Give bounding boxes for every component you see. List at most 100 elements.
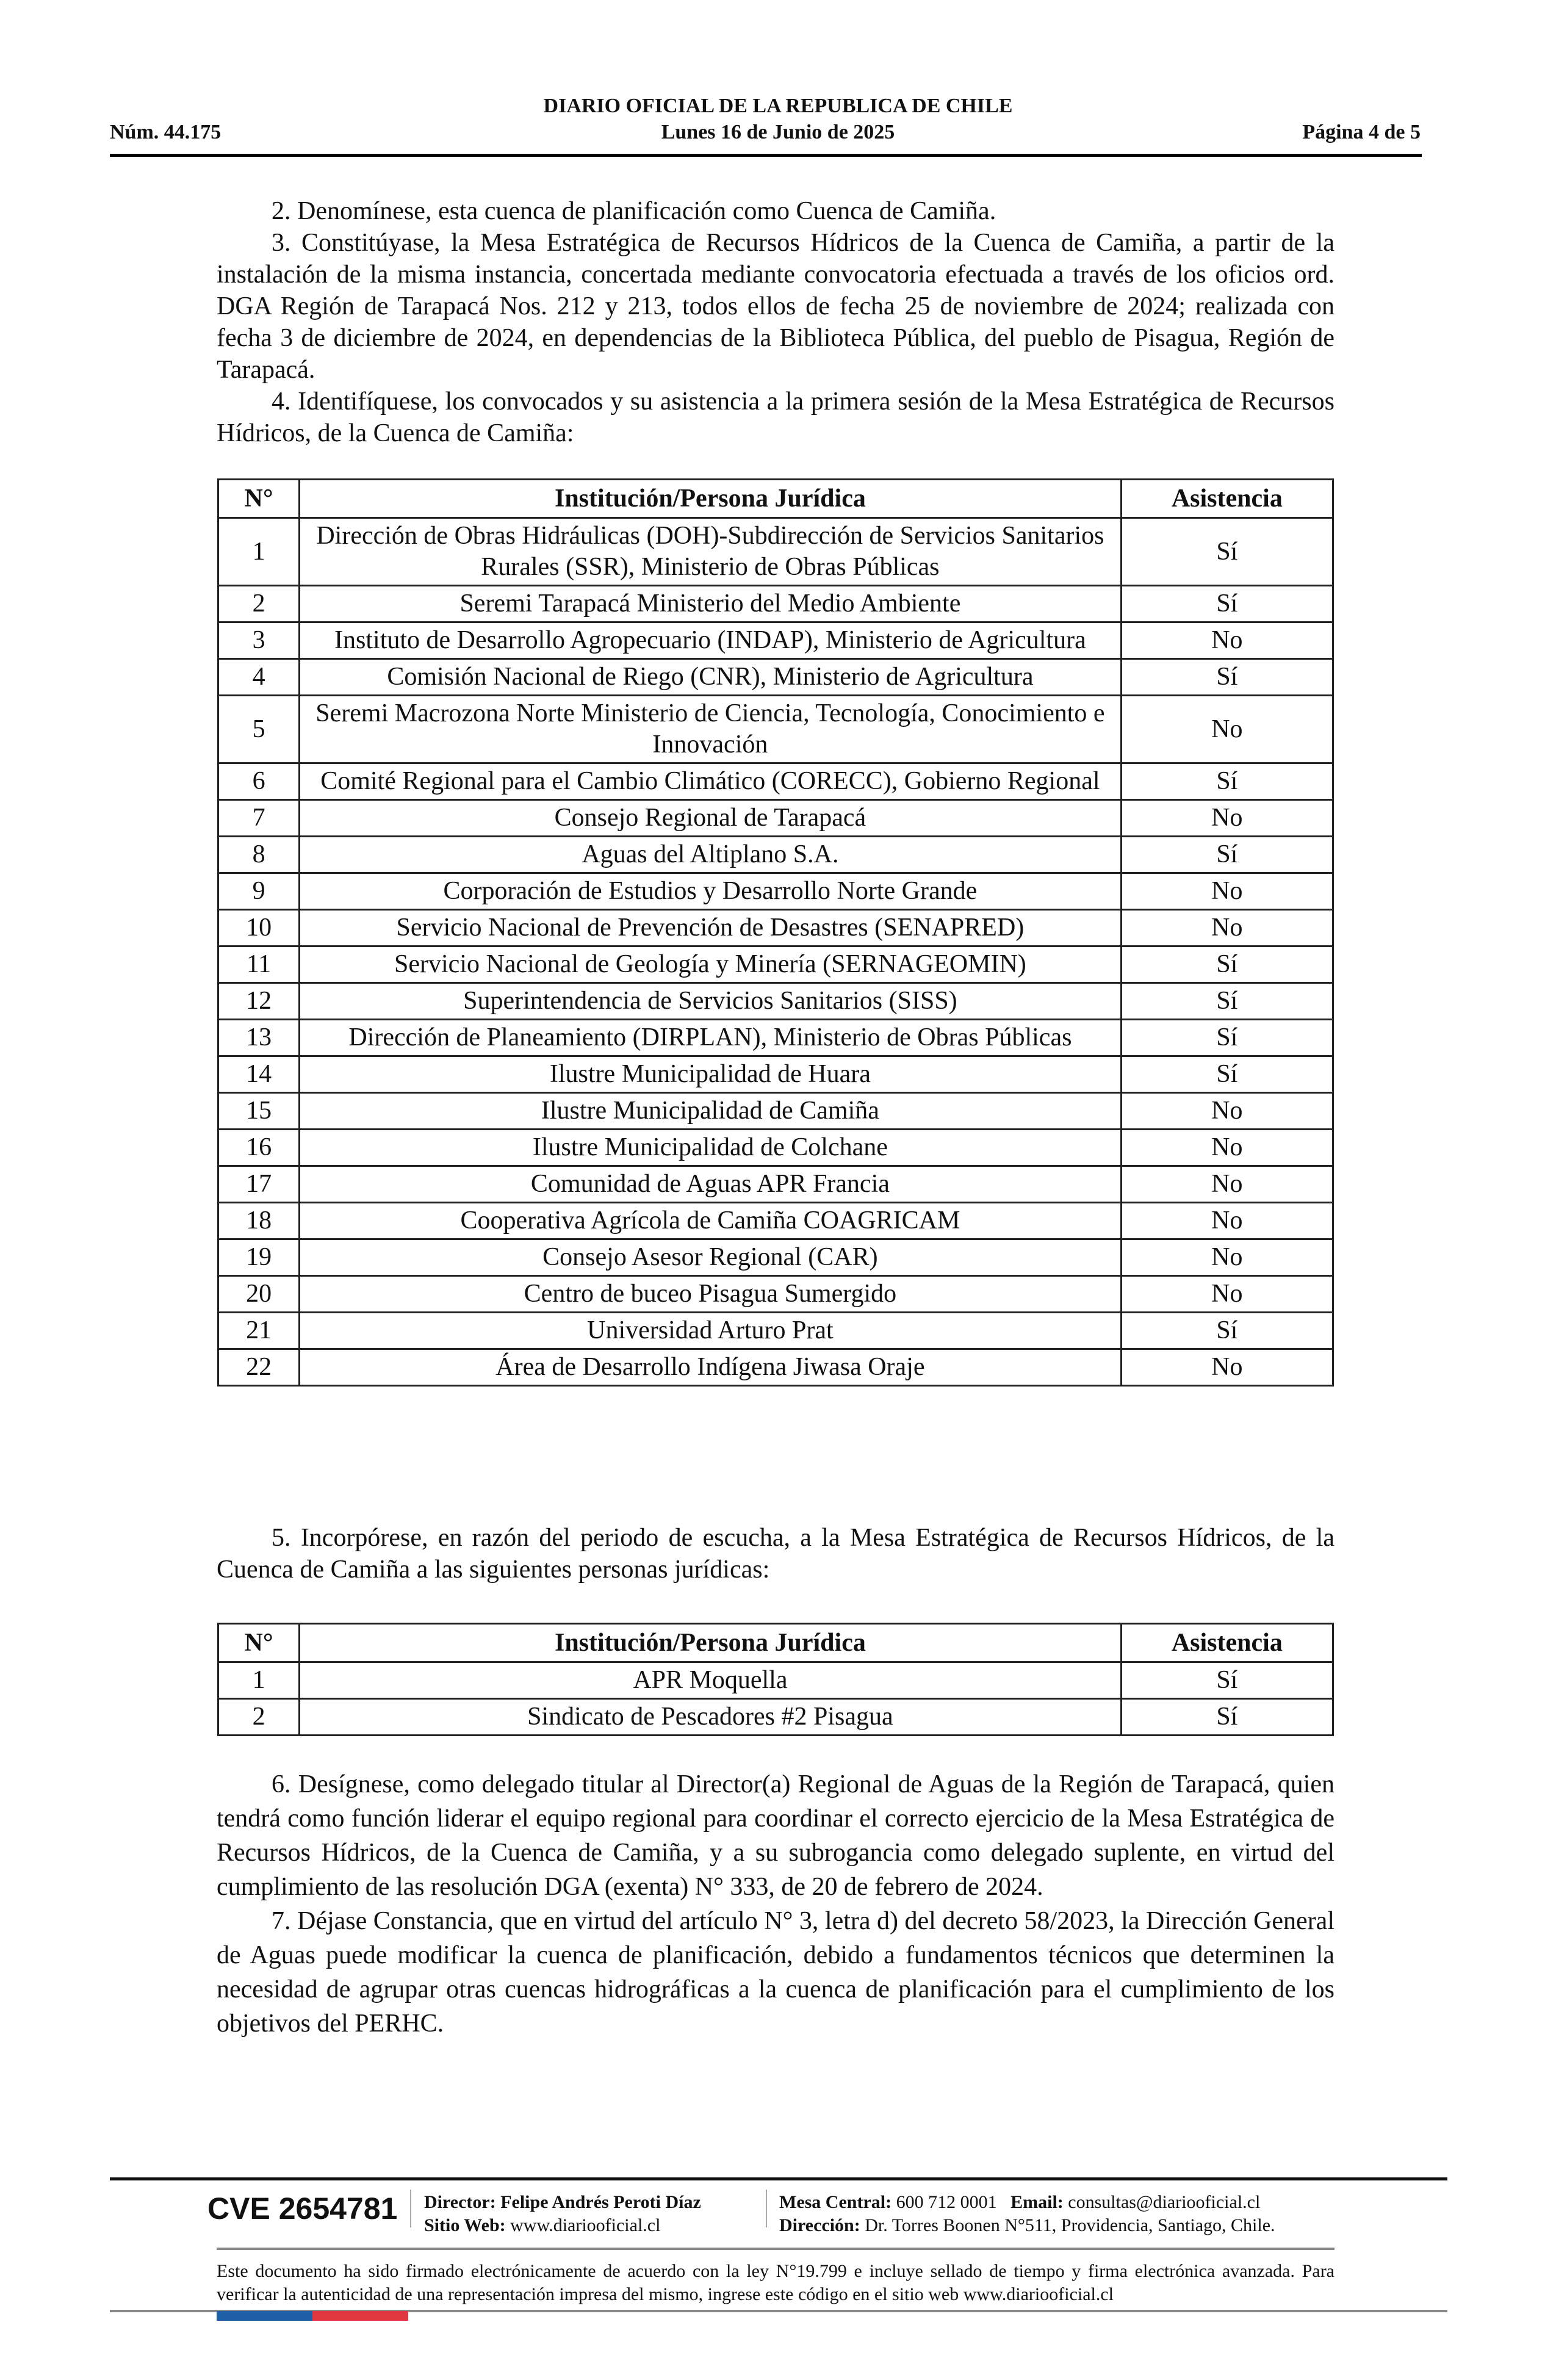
table-row: 9 Corporación de Estudios y Desarrollo No… <box>217 872 1334 911</box>
footer-inner-rule <box>217 2248 1334 2250</box>
institution-name: Ilustre Municipalidad de Huara <box>298 1055 1122 1094</box>
flag-stripe-red <box>312 2311 408 2321</box>
flag-stripe-blue <box>217 2311 312 2321</box>
cve-code: CVE 2654781 <box>207 2191 398 2226</box>
divider <box>766 2190 767 2227</box>
header-rule <box>110 154 1422 157</box>
attendance-value: Sí <box>1120 658 1334 696</box>
table-header-row: N° Institución/Persona Jurídica Asistencia <box>217 1623 1334 1663</box>
row-number: 4 <box>217 658 301 696</box>
row-number: 14 <box>217 1055 301 1094</box>
institution-name: Área de Desarrollo Indígena Jiwasa Oraje <box>298 1348 1122 1387</box>
table-row: 10 Servicio Nacional de Prevención de Des… <box>217 909 1334 947</box>
email-link[interactable]: consultas@diariooficial.cl <box>1068 2192 1261 2212</box>
institution-name: Ilustre Municipalidad de Colchane <box>298 1128 1122 1167</box>
paragraph-4: 4. Identifíquese, los convocados y su as… <box>217 388 1334 447</box>
table-row: 2 Seremi Tarapacá Ministerio del Medio Am… <box>217 585 1334 623</box>
table-row: 18 Cooperativa Agrícola de Camiña COAGRIC… <box>217 1202 1334 1240</box>
institution-name: Superintendencia de Servicios Sanitarios… <box>298 982 1122 1020</box>
institution-name: Servicio Nacional de Prevención de Desas… <box>298 909 1122 947</box>
row-number: 5 <box>217 694 301 764</box>
row-number: 11 <box>217 945 301 984</box>
director-name: Felipe Andrés Peroti Díaz <box>500 2192 701 2212</box>
table-row: 6 Comité Regional para el Cambio Climátic… <box>217 762 1334 801</box>
attendance-value: Sí <box>1120 1019 1334 1057</box>
attendance-value: No <box>1120 621 1334 660</box>
footer-rule <box>110 2177 1447 2180</box>
phone: 600 712 0001 <box>896 2192 997 2212</box>
institution-name: Seremi Macrozona Norte Ministerio de Cie… <box>298 694 1122 764</box>
institution-name: Comunidad de Aguas APR Francia <box>298 1165 1122 1203</box>
table-row: 4 Comisión Nacional de Riego (CNR), Minis… <box>217 658 1334 696</box>
row-number: 2 <box>217 1698 301 1736</box>
attendance-value: Sí <box>1120 762 1334 801</box>
address: Dr. Torres Boonen N°511, Providencia, Sa… <box>865 2215 1275 2235</box>
column-header: N° <box>217 478 301 519</box>
paragraph-2: 2. Denomínese, esta cuenca de planificac… <box>272 197 996 225</box>
institution-name: Cooperativa Agrícola de Camiña COAGRICAM <box>298 1202 1122 1240</box>
table-row: 2 Sindicato de Pescadores #2 Pisagua Sí <box>217 1698 1334 1736</box>
institution-name: Aguas del Altiplano S.A. <box>298 835 1122 874</box>
row-number: 17 <box>217 1165 301 1203</box>
attendance-table: N° Institución/Persona Jurídica Asistencia… <box>217 478 1334 1387</box>
row-number: 19 <box>217 1238 301 1277</box>
table-row: 11 Servicio Nacional de Geología y Minerí… <box>217 945 1334 984</box>
attendance-value: No <box>1120 1202 1334 1240</box>
attendance-value: Sí <box>1120 835 1334 874</box>
paragraph-5: 5. Incorpórese, en razón del periodo de … <box>217 1524 1334 1584</box>
institution-name: Corporación de Estudios y Desarrollo Nor… <box>298 872 1122 911</box>
attendance-value: Sí <box>1120 982 1334 1020</box>
row-number: 1 <box>217 517 301 586</box>
attendance-value: Sí <box>1120 1661 1334 1700</box>
institution-name: Instituto de Desarrollo Agropecuario (IN… <box>298 621 1122 660</box>
row-number: 9 <box>217 872 301 911</box>
incorporated-table: N° Institución/Persona Jurídica Asistencia… <box>217 1623 1334 1736</box>
column-header: N° <box>217 1623 301 1663</box>
row-number: 22 <box>217 1348 301 1387</box>
attendance-value: Sí <box>1120 1698 1334 1736</box>
attendance-value: Sí <box>1120 1311 1334 1350</box>
footer-bottom-rule <box>110 2310 1447 2312</box>
institution-name: Universidad Arturo Prat <box>298 1311 1122 1350</box>
institution-name: Dirección de Planeamiento (DIRPLAN), Min… <box>298 1019 1122 1057</box>
column-header: Institución/Persona Jurídica <box>298 1623 1122 1663</box>
institution-name: Consejo Asesor Regional (CAR) <box>298 1238 1122 1277</box>
table-row: 14 Ilustre Municipalidad de Huara Sí <box>217 1055 1334 1094</box>
web-link[interactable]: www.diariooficial.cl <box>510 2215 661 2235</box>
row-number: 16 <box>217 1128 301 1167</box>
row-number: 6 <box>217 762 301 801</box>
paragraph-6: 6. Desígnese, como delegado titular al D… <box>217 1770 1334 1901</box>
table-row: 21 Universidad Arturo Prat Sí <box>217 1311 1334 1350</box>
institution-name: Comisión Nacional de Riego (CNR), Minist… <box>298 658 1122 696</box>
institution-name: Comité Regional para el Cambio Climático… <box>298 762 1122 801</box>
table-row: 1 Dirección de Obras Hidráulicas (DOH)-Su… <box>217 517 1334 586</box>
journal-title: DIARIO OFICIAL DE LA REPUBLICA DE CHILE <box>543 95 1013 117</box>
attendance-value: No <box>1120 872 1334 911</box>
attendance-value: No <box>1120 1275 1334 1313</box>
row-number: 15 <box>217 1092 301 1130</box>
attendance-value: No <box>1120 1165 1334 1203</box>
body-top: 2. Denomínese, esta cuenca de planificac… <box>217 195 1334 449</box>
phone-label: Mesa Central: <box>779 2192 892 2212</box>
institution-name: APR Moquella <box>298 1661 1122 1700</box>
attendance-value: No <box>1120 799 1334 837</box>
row-number: 8 <box>217 835 301 874</box>
attendance-value: Sí <box>1120 945 1334 984</box>
table-row: 17 Comunidad de Aguas APR Francia No <box>217 1165 1334 1203</box>
attendance-value: Sí <box>1120 585 1334 623</box>
attendance-value: Sí <box>1120 1055 1334 1094</box>
institution-name: Ilustre Municipalidad de Camiña <box>298 1092 1122 1130</box>
divider <box>410 2190 411 2227</box>
issue-number: Núm. 44.175 <box>110 121 222 143</box>
issue-date: Lunes 16 de Junio de 2025 <box>661 121 895 143</box>
row-number: 2 <box>217 585 301 623</box>
email-label: Email: <box>1010 2192 1064 2212</box>
row-number: 7 <box>217 799 301 837</box>
table-row: 3 Instituto de Desarrollo Agropecuario (I… <box>217 621 1334 660</box>
institution-name: Dirección de Obras Hidráulicas (DOH)-Sub… <box>298 517 1122 586</box>
table-row: 12 Superintendencia de Servicios Sanitari… <box>217 982 1334 1020</box>
web-label: Sitio Web: <box>424 2215 506 2235</box>
director-label: Director: <box>424 2192 496 2212</box>
attendance-value: No <box>1120 1092 1334 1130</box>
